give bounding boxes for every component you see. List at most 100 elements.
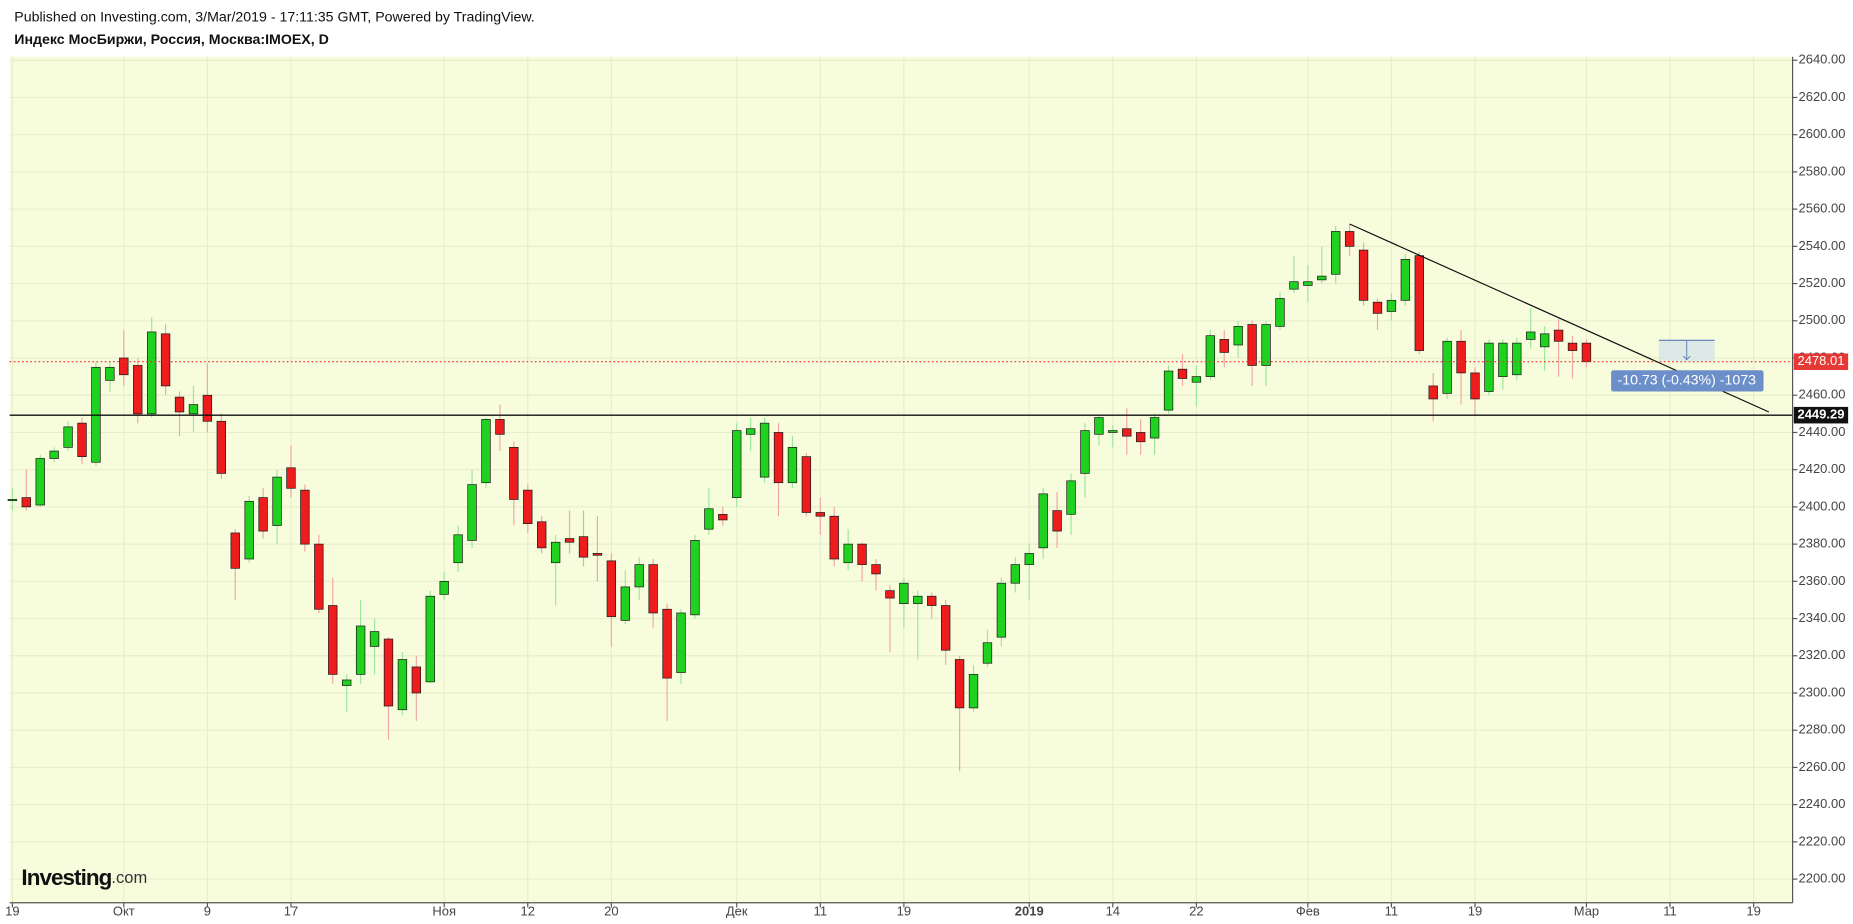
candle-body	[1177, 368, 1188, 379]
candle-body	[1191, 376, 1202, 383]
candle-body	[1331, 231, 1341, 275]
candle-body	[21, 497, 31, 508]
candle-body	[1289, 281, 1299, 290]
candle-body	[1581, 342, 1592, 363]
level-label-box	[1793, 406, 1849, 424]
candle-body	[105, 366, 115, 381]
candle-body	[1386, 299, 1397, 312]
x-tick-label: 19	[1746, 904, 1760, 919]
logo-word: Investing	[21, 865, 111, 890]
candle-body	[1358, 249, 1369, 301]
candle-body	[174, 396, 185, 413]
y-tick-label: 2280.00	[1799, 722, 1846, 737]
candle-body	[759, 422, 770, 478]
marks	[7, 223, 1793, 772]
candle-body	[467, 484, 477, 541]
candle-body	[1567, 342, 1578, 351]
candle-body	[1066, 480, 1076, 515]
candle-body	[1275, 298, 1285, 327]
x-tick-label: 19	[1468, 904, 1482, 919]
y-tick-label: 2640.00	[1799, 52, 1846, 67]
candle-body	[537, 521, 547, 549]
candle-body	[578, 536, 589, 558]
x-tick-label: Ноя	[432, 904, 456, 919]
x-tick-label: 11	[814, 904, 827, 919]
candle-body	[453, 534, 463, 564]
candle-body	[1024, 553, 1034, 565]
y-tick-label: 2460.00	[1799, 387, 1846, 402]
candle-body	[1163, 370, 1174, 411]
y-tick-label: 2380.00	[1799, 536, 1846, 551]
y-tick-label: 2420.00	[1799, 461, 1846, 476]
candle-body	[272, 476, 282, 526]
candle-body	[1038, 493, 1048, 549]
x-tick-label: 9	[204, 904, 211, 919]
level-label: 2449.29	[1797, 407, 1844, 422]
y-tick-label: 2400.00	[1799, 498, 1846, 513]
x-tick-label: 17	[284, 904, 298, 919]
candle-body	[592, 553, 603, 556]
candle-body	[49, 450, 59, 459]
candle-body	[801, 456, 812, 513]
candle-body	[1512, 342, 1522, 376]
candle-body	[77, 422, 87, 458]
candle-body	[1219, 339, 1229, 353]
y-tick-label: 2620.00	[1799, 89, 1846, 104]
candle-body	[996, 582, 1007, 638]
candle-body	[1553, 329, 1564, 342]
candle-body	[745, 428, 756, 435]
y-tick-label: 2500.00	[1799, 312, 1846, 327]
candle-body	[885, 590, 895, 599]
candle-body	[1442, 340, 1452, 394]
x-tick-label: Окт	[113, 904, 135, 919]
candle-body	[1149, 417, 1160, 439]
candle-body	[63, 426, 73, 448]
candle-body	[383, 638, 394, 707]
x-tick-label: 11	[1385, 904, 1398, 919]
candle-body	[843, 543, 853, 564]
candle-body	[119, 357, 129, 376]
candle-body	[481, 419, 491, 484]
candle-body	[133, 365, 143, 415]
candle-body	[397, 659, 408, 711]
candle-body	[411, 666, 422, 694]
candle-body	[1470, 372, 1480, 400]
candle-body	[954, 659, 965, 709]
candle-body	[160, 333, 171, 387]
candle-body	[495, 419, 505, 435]
candle-body	[927, 595, 937, 606]
x-tick-label: 11	[1663, 904, 1676, 919]
candle-body	[564, 538, 575, 543]
candle-body	[787, 446, 798, 484]
candle-body	[773, 432, 784, 484]
y-tick-label: 2440.00	[1799, 424, 1846, 439]
candle-body	[1247, 324, 1257, 366]
x-tick-label: 19	[897, 904, 911, 919]
candle-body	[620, 586, 630, 621]
candle-body	[1205, 335, 1216, 377]
candle-body	[1080, 430, 1090, 474]
measure-arrow	[1682, 340, 1691, 361]
candle-body	[968, 674, 979, 709]
candle-body	[1317, 275, 1327, 281]
candle-body	[815, 512, 825, 517]
y-tick-label: 2560.00	[1799, 201, 1846, 216]
last-price-box	[1793, 353, 1849, 370]
candle-body	[230, 532, 240, 569]
x-tick-label: 12	[521, 904, 535, 919]
candle-body	[1303, 281, 1313, 286]
candle-body	[1484, 342, 1494, 392]
candle-body	[1122, 428, 1132, 437]
candle-body	[829, 515, 839, 560]
candle-body	[634, 564, 644, 588]
candle-body	[1428, 385, 1438, 400]
candle-body	[328, 605, 338, 675]
candle-body	[1233, 326, 1243, 346]
x-tick-label: 14	[1106, 904, 1120, 919]
measure-label-box	[1611, 370, 1764, 392]
candle-body	[147, 331, 157, 415]
candle-body	[1052, 510, 1062, 532]
candle-body	[439, 580, 449, 595]
candle-body	[690, 540, 700, 616]
x-tick-label: Мар	[1574, 904, 1599, 919]
